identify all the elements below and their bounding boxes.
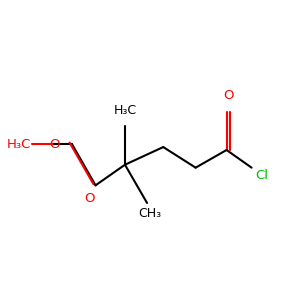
- Text: O: O: [84, 192, 95, 205]
- Text: H₃C: H₃C: [7, 138, 31, 151]
- Text: O: O: [223, 89, 234, 102]
- Text: H₃C: H₃C: [113, 104, 136, 117]
- Text: CH₃: CH₃: [138, 207, 162, 220]
- Text: Cl: Cl: [255, 169, 268, 182]
- Text: O: O: [49, 138, 60, 151]
